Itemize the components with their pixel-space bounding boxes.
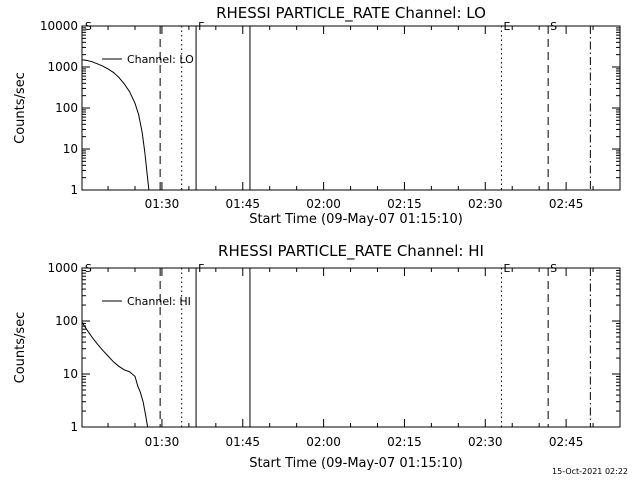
data-point (113, 361, 114, 363)
data-point (139, 391, 141, 393)
x-tick-label: 01:30 (145, 197, 180, 211)
legend-label: Channel: LO (127, 53, 194, 66)
series-line-1 (81, 321, 149, 428)
event-marker-label: S (550, 262, 557, 275)
data-point (86, 328, 87, 330)
y-tick-label: 100 (55, 314, 78, 328)
data-point (81, 59, 83, 61)
x-tick-label: 01:30 (145, 435, 180, 449)
chart-panel-1: RHESSI PARTICLE_RATE Channel: LO 1 10 100 10… (13, 4, 621, 227)
x-tick-label: 01:45 (225, 197, 260, 211)
x-tick-label: 02:15 (387, 435, 422, 449)
data-point (86, 59, 87, 61)
data-point (91, 61, 93, 63)
event-marker-label: S (550, 20, 557, 33)
y-tick-label: 10000 (40, 19, 78, 33)
generation-timestamp: 15-Oct-2021 02:22 (552, 467, 628, 476)
data-point (147, 426, 148, 428)
y-axis-label: Counts/sec (13, 72, 28, 144)
x-axis-label: Start Time (09-May-07 01:15:10) (249, 212, 463, 227)
y-axis-label: Counts/sec (13, 312, 28, 384)
data-point (91, 336, 93, 338)
data-point (118, 76, 120, 78)
data-point (144, 152, 146, 154)
x-tick-label: 02:30 (468, 197, 503, 211)
x-tick-label: 02:30 (468, 435, 503, 449)
data-point (142, 401, 144, 403)
x-axis-label: Start Time (09-May-07 01:15:10) (249, 456, 463, 471)
plot-frame (81, 25, 621, 191)
plot-frame (81, 267, 621, 428)
data-point (123, 369, 125, 371)
data-point (96, 63, 98, 65)
x-tick-label: 02:15 (387, 197, 422, 211)
chart-title: RHESSI PARTICLE_RATE Channel: LO (216, 4, 486, 23)
y-tick-label: 10 (63, 367, 78, 381)
y-tick-label: 1000 (47, 60, 78, 74)
event-marker-label: E (503, 20, 510, 33)
data-point (138, 113, 139, 115)
event-marker-label: E (503, 262, 510, 275)
data-point (134, 376, 136, 377)
x-tick-label: 02:00 (306, 197, 341, 211)
data-point (113, 71, 114, 73)
chart-panel-2: RHESSI PARTICLE_RATE Channel: HI 1 10 100 10… (13, 242, 621, 471)
x-tick-label: 01:45 (225, 435, 260, 449)
data-point (96, 343, 98, 345)
y-tick-label: 1 (70, 183, 78, 197)
legend-label: Channel: HI (127, 295, 191, 308)
chart-title: RHESSI PARTICLE_RATE Channel: HI (218, 242, 484, 261)
data-point (141, 132, 143, 134)
data-point (129, 91, 131, 93)
data-point (146, 173, 148, 175)
y-tick-label: 10 (63, 142, 78, 156)
event-marker-label: F (198, 262, 204, 275)
event-marker-label: F (198, 20, 204, 33)
data-point (81, 321, 83, 323)
series-line-1 (81, 59, 150, 191)
data-point (145, 415, 147, 417)
data-point (137, 385, 139, 387)
y-tick-label: 1000 (47, 261, 78, 275)
data-point (118, 365, 120, 367)
data-point (148, 189, 150, 191)
data-point (102, 349, 104, 351)
x-tick-label: 02:00 (306, 435, 341, 449)
data-point (107, 68, 109, 70)
data-point (102, 65, 104, 67)
x-tick-label: 02:45 (549, 435, 584, 449)
event-marker-label: S (85, 20, 92, 33)
event-marker-label: S (85, 262, 92, 275)
y-tick-label: 1 (70, 420, 78, 434)
x-tick-label: 02:45 (549, 197, 584, 211)
data-point (123, 83, 125, 85)
data-point (129, 371, 131, 373)
data-point (107, 355, 109, 357)
y-tick-label: 100 (55, 101, 78, 115)
data-point (134, 102, 136, 104)
